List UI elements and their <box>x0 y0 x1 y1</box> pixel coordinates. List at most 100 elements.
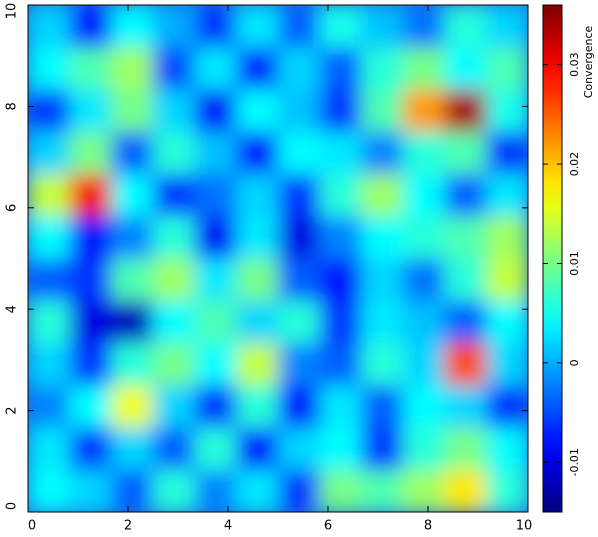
heatmap-cell <box>403 258 446 302</box>
heatmap-cell <box>444 385 487 428</box>
heatmap-cell <box>444 47 487 90</box>
heatmap-cell <box>319 47 362 90</box>
heatmap-cell <box>194 131 237 175</box>
heatmap-cell <box>361 385 404 428</box>
heatmap-cell <box>236 258 279 302</box>
heatmap-cell <box>28 174 71 217</box>
heatmap-cell <box>28 216 71 259</box>
heatmap-cell <box>236 300 279 344</box>
heatmap-cell <box>319 89 362 133</box>
heatmap-cell <box>69 300 112 344</box>
heatmap-cell <box>153 89 196 133</box>
colorbar-label: Convergence <box>582 26 595 99</box>
y-tick-label: 8 <box>5 102 20 110</box>
heatmap-cell <box>194 216 237 259</box>
heatmap-cell <box>319 427 362 471</box>
heatmap-cell <box>486 47 528 90</box>
heatmap-cell <box>153 300 196 344</box>
heatmap-cell <box>69 343 112 386</box>
heatmap-cell <box>361 300 404 344</box>
heatmap-cell <box>361 47 404 90</box>
heatmap-cell <box>153 469 196 512</box>
heatmap-cell <box>278 47 321 90</box>
heatmap-cell <box>153 131 196 175</box>
heatmap-cell <box>28 5 71 48</box>
heatmap-cell <box>111 174 154 217</box>
heatmap-cell <box>194 258 237 302</box>
heatmap-cell <box>486 174 528 217</box>
heatmap-cell <box>361 427 404 471</box>
heatmap-cell <box>319 5 362 48</box>
heatmap-cell <box>486 385 528 428</box>
heatmap-cell <box>403 89 446 133</box>
heatmap-cell <box>236 216 279 259</box>
heatmap-cell <box>153 174 196 217</box>
heatmap-cell <box>361 469 404 512</box>
heatmap-cell <box>69 5 112 48</box>
heatmap-cell <box>194 89 237 133</box>
heatmap-cell <box>69 131 112 175</box>
heatmap-cell <box>361 174 404 217</box>
heatmap-cell <box>403 469 446 512</box>
heatmap-cell <box>486 300 528 344</box>
heatmap-cell <box>278 174 321 217</box>
heatmap-cell <box>153 343 196 386</box>
x-tick-label: 0 <box>28 519 36 534</box>
heatmap-cell <box>486 5 528 48</box>
colorbar-tick-label: 0.03 <box>568 52 581 77</box>
heatmap-cell <box>111 89 154 133</box>
heatmap-cell <box>486 343 528 386</box>
heatmap-cell <box>319 385 362 428</box>
heatmap-cell <box>361 258 404 302</box>
y-tick-label: 10 <box>5 3 20 20</box>
heatmap-cell <box>153 385 196 428</box>
heatmap-cell <box>153 5 196 48</box>
heatmap-cell <box>194 174 237 217</box>
heatmap-cell <box>403 131 446 175</box>
heatmap-cell <box>28 343 71 386</box>
heatmap-cell <box>444 300 487 344</box>
heatmap-cell <box>403 427 446 471</box>
y-tick-label: 6 <box>5 204 20 212</box>
heatmap-cell <box>153 216 196 259</box>
heatmap-cell <box>278 343 321 386</box>
heatmap-cell <box>236 469 279 512</box>
heatmap-cell <box>111 469 154 512</box>
heatmap-cell <box>319 131 362 175</box>
heatmap-cell <box>28 47 71 90</box>
colorbar-tick-label: 0.02 <box>568 152 581 177</box>
heatmap-cell <box>278 216 321 259</box>
heatmap-cell <box>28 427 71 471</box>
heatmap-cell <box>236 427 279 471</box>
heatmap-cell <box>403 5 446 48</box>
heatmap-cell <box>319 216 362 259</box>
heatmap-cell <box>28 385 71 428</box>
heatmap-cell <box>236 47 279 90</box>
heatmap-cell <box>486 469 528 512</box>
heatmap-cell <box>111 47 154 90</box>
heatmap-cell <box>69 174 112 217</box>
heatmap-cell <box>194 300 237 344</box>
heatmap-cell <box>28 469 71 512</box>
heatmap-cell <box>403 385 446 428</box>
heatmap-cell <box>69 385 112 428</box>
heatmap-cell <box>444 343 487 386</box>
heatmap-cell <box>236 343 279 386</box>
heatmap-cell <box>28 258 71 302</box>
heatmap-cell <box>444 258 487 302</box>
heatmap-cell <box>111 131 154 175</box>
heatmap-cell <box>69 47 112 90</box>
x-tick-label: 4 <box>224 519 232 534</box>
heatmap <box>28 5 528 512</box>
heatmap-cell <box>319 258 362 302</box>
heatmap-cell <box>278 469 321 512</box>
heatmap-cell <box>111 5 154 48</box>
colorbar <box>542 4 563 513</box>
heatmap-cell <box>278 5 321 48</box>
heatmap-cell <box>236 385 279 428</box>
y-tick-label: 0 <box>5 502 20 510</box>
heatmap-cell <box>194 5 237 48</box>
heatmap-cell <box>403 300 446 344</box>
heatmap-cell <box>111 385 154 428</box>
